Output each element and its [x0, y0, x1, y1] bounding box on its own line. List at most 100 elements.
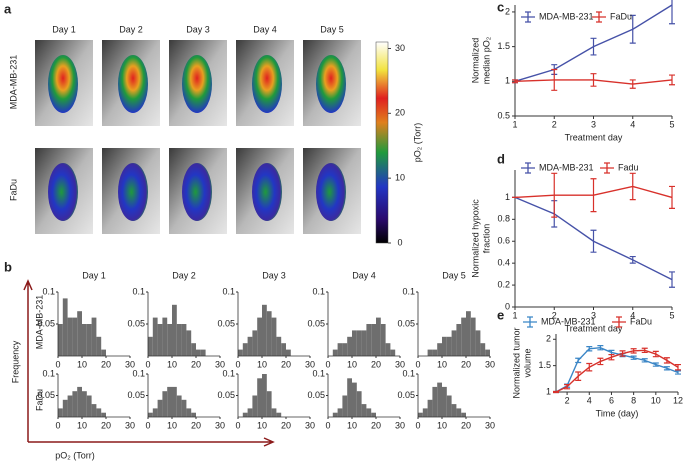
tick-label: 20: [191, 359, 201, 369]
histogram-bar: [172, 386, 177, 417]
tick-label: 30: [305, 359, 315, 369]
error-bar: [586, 362, 593, 372]
tick-label: 20: [371, 420, 381, 430]
histogram-bar: [446, 336, 452, 356]
error-bar: [629, 79, 636, 89]
tumor-map: [316, 55, 346, 113]
error-bar: [551, 68, 558, 91]
histogram-bar: [480, 343, 486, 356]
histogram-bar: [271, 408, 277, 417]
histogram-bar: [96, 408, 102, 417]
tick-label: 0: [505, 301, 510, 311]
histogram-title: Day 4: [352, 270, 376, 280]
tick-label: 1: [512, 119, 517, 129]
tick-label: 4: [630, 310, 635, 320]
tick-label: 0.05: [217, 390, 235, 400]
histogram-bar: [276, 336, 282, 356]
axis-label: Normalized hypoxic: [470, 199, 480, 278]
error-bar: [597, 345, 604, 351]
panel-label: c: [497, 0, 504, 14]
tick-label: 6: [609, 395, 614, 405]
tick-label: 10: [347, 359, 357, 369]
histogram-bar: [238, 349, 243, 356]
tick-label: 10: [257, 420, 267, 430]
error-bar: [629, 14, 636, 44]
tumor-map: [182, 55, 212, 113]
tick-label: 30: [395, 359, 405, 369]
legend-label: FaDu: [630, 316, 652, 326]
tick-label: 0.05: [37, 318, 55, 328]
error-bar: [629, 172, 636, 201]
tick-label: 30: [215, 420, 225, 430]
histogram-bar: [342, 343, 348, 356]
tick-label: 0: [235, 420, 240, 430]
histogram-bar: [332, 412, 338, 417]
histogram-bar: [152, 317, 158, 356]
tick-label: 0.05: [307, 390, 325, 400]
tick-label: 0.05: [37, 390, 55, 400]
axis-label: median pO₂: [481, 36, 491, 84]
histogram-bar: [456, 408, 462, 417]
error-bar: [590, 229, 597, 253]
histogram-bar: [276, 412, 282, 417]
tick-label: 0.1: [402, 286, 415, 296]
histogram-bar: [442, 336, 447, 356]
error-bar: [663, 357, 670, 364]
tick-label: 20: [371, 359, 381, 369]
axis-line: [514, 5, 672, 117]
tick-label: 10: [257, 359, 267, 369]
histogram-bar: [167, 324, 172, 356]
histogram-bar: [77, 311, 82, 356]
histogram-bar: [342, 395, 348, 417]
histogram-bar: [337, 343, 343, 356]
tick-label: 20: [395, 108, 405, 118]
histogram-bar: [418, 412, 423, 417]
histogram-bar: [271, 317, 277, 356]
tick-label: 20: [281, 359, 291, 369]
tick-label: 20: [191, 420, 201, 430]
legend-marker: [600, 162, 614, 174]
histogram-bar: [77, 386, 82, 417]
histogram-bar: [456, 324, 462, 356]
tick-label: 30: [305, 420, 315, 430]
tumor-map: [182, 163, 212, 221]
legend-marker: [612, 316, 626, 328]
tick-label: 0: [397, 237, 402, 247]
histogram-bar: [101, 349, 106, 356]
histogram-bar: [432, 349, 438, 356]
tick-label: 0.1: [312, 368, 325, 378]
tick-label: 0.05: [397, 318, 415, 328]
histogram-bar: [385, 343, 391, 356]
histogram-title: Day 3: [262, 270, 286, 280]
day-label: Day 4: [253, 24, 277, 34]
tick-label: 0.1: [42, 286, 55, 296]
tick-label: 20: [101, 359, 111, 369]
error-bar: [608, 353, 615, 361]
tumor-map: [316, 163, 346, 221]
histogram-bar: [252, 395, 258, 417]
histogram-bar: [101, 412, 106, 417]
histogram-bar: [380, 324, 386, 356]
legend-label: FaDu: [610, 11, 632, 21]
histogram-bar: [167, 386, 172, 417]
tick-label: 0.1: [132, 368, 145, 378]
histogram-bar: [91, 317, 97, 356]
histogram-bar: [451, 330, 457, 356]
histogram-bar: [58, 324, 63, 356]
tumor-map: [48, 163, 78, 221]
tick-label: 30: [395, 43, 405, 53]
day-label: Day 3: [186, 24, 210, 34]
histogram-bar: [242, 343, 248, 356]
tick-label: 8: [631, 395, 636, 405]
legend-label: MDA-MB-231: [541, 316, 596, 326]
axis-label: Frequency: [10, 340, 20, 383]
histogram-title: Day 5: [442, 270, 466, 280]
histogram-bar: [176, 395, 182, 417]
error-bar: [619, 350, 626, 357]
error-bar: [669, 271, 675, 288]
legend-label: Fadu: [618, 162, 639, 172]
histogram-bar: [200, 349, 206, 356]
tick-label: 0.1: [42, 368, 55, 378]
histogram-bar: [72, 317, 78, 356]
histogram-bar: [157, 399, 163, 417]
